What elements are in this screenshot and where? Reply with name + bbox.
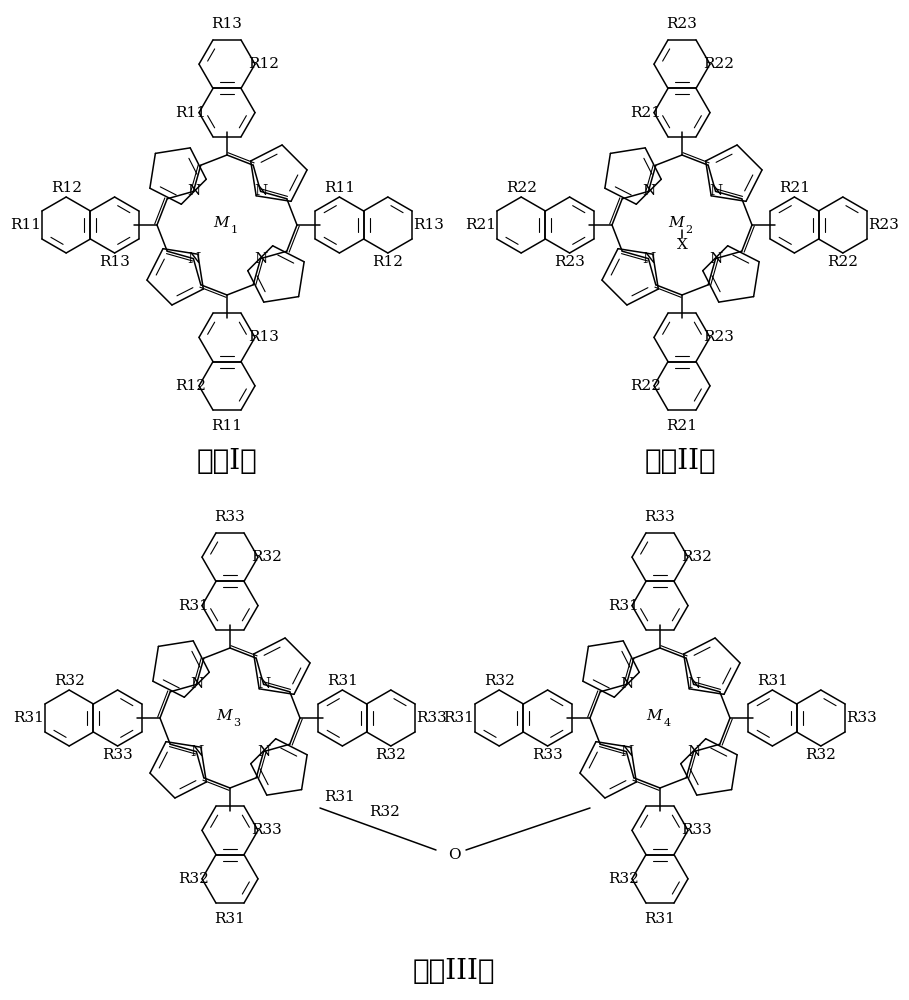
Text: N: N: [186, 184, 200, 198]
Text: R33: R33: [215, 510, 245, 524]
Text: N: N: [254, 184, 267, 198]
Text: N: N: [257, 745, 270, 759]
Text: R11: R11: [324, 181, 355, 195]
Text: M: M: [214, 216, 229, 230]
Text: R33: R33: [681, 823, 712, 837]
Text: N: N: [620, 677, 633, 691]
Text: R22: R22: [703, 57, 734, 71]
Text: 式（II）: 式（II）: [644, 448, 715, 476]
Text: R22: R22: [630, 379, 661, 393]
Text: R21: R21: [779, 181, 810, 195]
Text: R13: R13: [413, 218, 444, 232]
Text: R22: R22: [827, 255, 858, 269]
Text: R31: R31: [644, 912, 675, 926]
Text: R11: R11: [175, 106, 206, 120]
Text: R23: R23: [868, 218, 899, 232]
Text: R33: R33: [644, 510, 675, 524]
Text: R23: R23: [703, 330, 734, 344]
Text: 3: 3: [234, 718, 241, 728]
Text: 2: 2: [685, 225, 693, 235]
Text: N: N: [186, 252, 200, 266]
Text: R11: R11: [10, 218, 41, 232]
Text: N: N: [620, 745, 633, 759]
Text: O: O: [448, 848, 460, 862]
Text: R13: R13: [248, 330, 279, 344]
Text: R22: R22: [505, 181, 536, 195]
Text: R33: R33: [102, 748, 133, 762]
Text: R12: R12: [373, 255, 404, 269]
Text: N: N: [709, 184, 723, 198]
Text: R31: R31: [178, 599, 209, 613]
Text: R32: R32: [375, 748, 406, 762]
Text: N: N: [190, 677, 203, 691]
Text: N: N: [687, 745, 700, 759]
Text: R23: R23: [554, 255, 585, 269]
Text: R31: R31: [757, 674, 788, 688]
Text: R31: R31: [608, 599, 639, 613]
Text: N: N: [642, 184, 655, 198]
Text: R13: R13: [99, 255, 130, 269]
Text: R33: R33: [416, 711, 447, 725]
Text: 1: 1: [231, 225, 237, 235]
Text: M: M: [216, 709, 232, 723]
Text: R32: R32: [484, 674, 514, 688]
Text: R32: R32: [178, 872, 209, 886]
Text: R32: R32: [608, 872, 639, 886]
Text: R31: R31: [443, 711, 474, 725]
Text: M: M: [668, 216, 684, 230]
Text: R32: R32: [681, 550, 712, 564]
Text: R31: R31: [325, 790, 355, 804]
Text: R21: R21: [465, 218, 496, 232]
Text: M: M: [646, 709, 662, 723]
Text: N: N: [254, 252, 267, 266]
Text: R32: R32: [251, 550, 282, 564]
Text: X: X: [676, 238, 687, 252]
Text: R31: R31: [215, 912, 245, 926]
Text: R12: R12: [51, 181, 82, 195]
Text: R33: R33: [533, 748, 563, 762]
Text: 式（III）: 式（III）: [413, 958, 495, 986]
Text: N: N: [687, 677, 700, 691]
Text: R21: R21: [666, 419, 697, 433]
Text: R33: R33: [846, 711, 877, 725]
Text: 4: 4: [664, 718, 671, 728]
Text: R32: R32: [370, 805, 401, 819]
Text: R12: R12: [248, 57, 279, 71]
Text: R32: R32: [54, 674, 85, 688]
Text: R23: R23: [666, 17, 697, 31]
Text: R32: R32: [805, 748, 836, 762]
Text: R13: R13: [212, 17, 243, 31]
Text: R31: R31: [327, 674, 358, 688]
Text: R12: R12: [175, 379, 206, 393]
Text: N: N: [257, 677, 270, 691]
Text: R11: R11: [212, 419, 243, 433]
Text: N: N: [709, 252, 723, 266]
Text: R33: R33: [251, 823, 282, 837]
Text: 式（I）: 式（I）: [196, 448, 257, 476]
Text: R31: R31: [13, 711, 44, 725]
Text: N: N: [190, 745, 203, 759]
Text: N: N: [642, 252, 655, 266]
Text: R21: R21: [630, 106, 661, 120]
